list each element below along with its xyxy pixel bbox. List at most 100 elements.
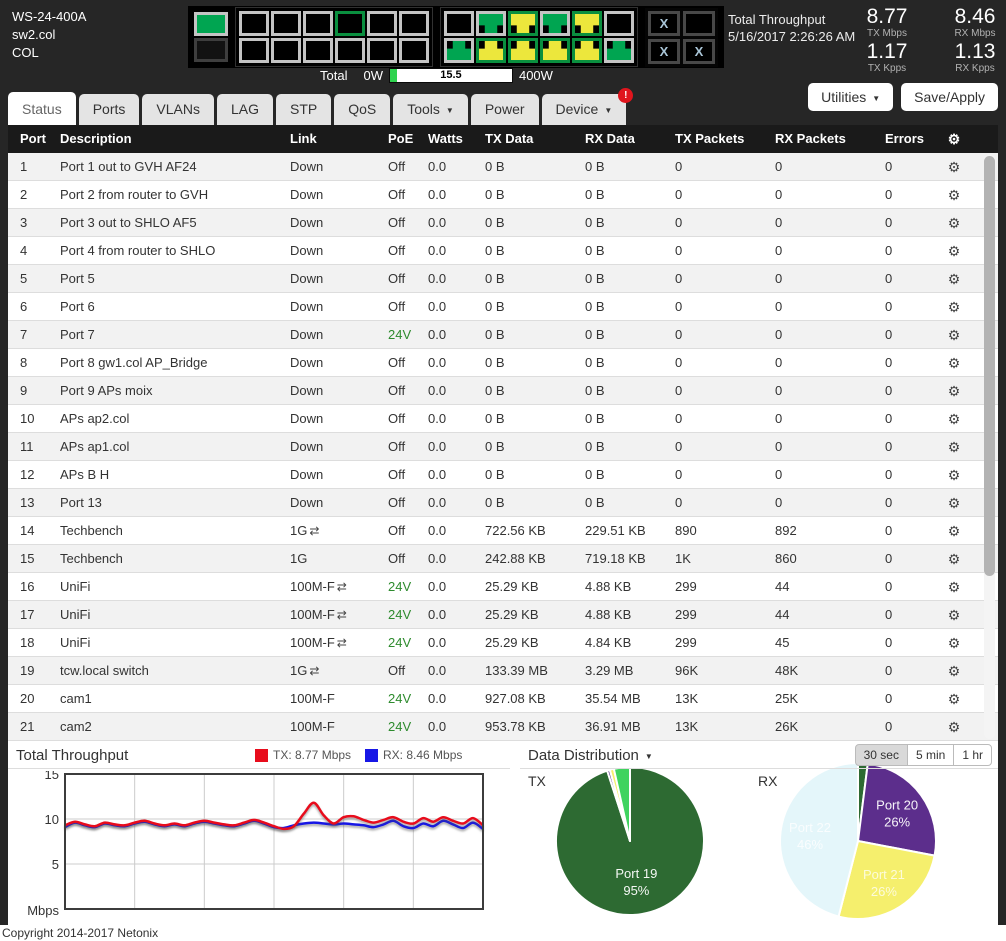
- port-settings-gear-icon[interactable]: ⚙: [947, 663, 961, 679]
- port-settings-gear-icon[interactable]: ⚙: [947, 495, 961, 511]
- legend-rx[interactable]: RX: 8.46 Mbps: [365, 748, 462, 762]
- traffic-flow-icon: [335, 607, 347, 622]
- port-10-link-indicator: [370, 41, 394, 60]
- port-settings-gear-icon[interactable]: ⚙: [947, 187, 961, 203]
- cell-description: Port 3 out to SHLO AF5: [60, 215, 197, 230]
- port-settings-gear-icon[interactable]: ⚙: [947, 355, 961, 371]
- cell-link: 1G: [290, 657, 388, 685]
- cell-link: 100M-F: [290, 573, 388, 601]
- cell-tx-data: 0 B: [485, 243, 505, 258]
- cell-link: Down: [290, 187, 324, 202]
- port-settings-gear-icon[interactable]: ⚙: [947, 551, 961, 567]
- cell-tx-packets: 0: [675, 271, 683, 286]
- port-settings-gear-icon[interactable]: ⚙: [947, 271, 961, 287]
- cell-port: 10: [20, 411, 35, 426]
- cell-watts: 0.0: [428, 355, 447, 370]
- port-settings-gear-icon[interactable]: ⚙: [947, 299, 961, 315]
- data-distribution-dropdown[interactable]: Data Distribution: [528, 747, 653, 764]
- tab-ports[interactable]: Ports: [78, 94, 140, 125]
- cell-poe: Off: [388, 271, 406, 286]
- throughput-stat: 1.13 RX Kpps: [931, 40, 1006, 75]
- status-led-block: [194, 12, 228, 62]
- cell-rx-packets: 26K: [775, 719, 799, 734]
- cell-tx-packets: 13K: [675, 691, 699, 706]
- port-settings-gear-icon[interactable]: ⚙: [947, 411, 961, 427]
- port-settings-gear-icon[interactable]: ⚙: [947, 327, 961, 343]
- port-settings-gear-icon[interactable]: ⚙: [947, 439, 961, 455]
- throughput-stats: 8.77 TX Mbps 8.46 RX Mbps 1.17 TX Kpps 1.13 RX …: [843, 5, 1006, 75]
- throughput-stat: 8.46 RX Mbps: [931, 5, 1006, 40]
- cell-tx-packets: 0: [675, 159, 683, 174]
- port-settings-gear-icon[interactable]: ⚙: [947, 159, 961, 175]
- tab-stp[interactable]: STP: [275, 94, 332, 125]
- stat-value: 1.13: [954, 40, 996, 63]
- page-footer: Copyright 2014-2017 Netonix: [0, 925, 1006, 941]
- cell-watts: 0.0: [428, 551, 447, 566]
- cell-errors: 0: [885, 635, 893, 650]
- utilities-button[interactable]: Utilities: [808, 83, 894, 111]
- table-row-port-15: 15 Techbench 1G Off 0.0 242.88 KB 719.18 KB 1K 8…: [8, 545, 998, 573]
- time-range-1-hr[interactable]: 1 hr: [953, 744, 992, 766]
- tab-device[interactable]: Device!: [541, 88, 634, 125]
- rx-pie-slice-port-22[interactable]: [779, 762, 859, 918]
- cell-tx-packets: 299: [675, 607, 697, 622]
- port-settings-gear-icon[interactable]: ⚙: [947, 719, 961, 735]
- cell-poe: Off: [388, 187, 406, 202]
- cell-watts: 0.0: [428, 635, 447, 650]
- port-settings-gear-icon[interactable]: ⚙: [947, 383, 961, 399]
- port-settings-gear-icon[interactable]: ⚙: [947, 607, 961, 623]
- device-hostname: sw2.col: [12, 27, 56, 42]
- port-settings-gear-icon[interactable]: ⚙: [947, 215, 961, 231]
- table-scrollbar-thumb[interactable]: [984, 156, 995, 576]
- cell-tx-data: 242.88 KB: [485, 551, 546, 566]
- table-scrollbar[interactable]: [984, 154, 995, 739]
- legend-tx[interactable]: TX: 8.77 Mbps: [255, 748, 351, 762]
- cell-tx-data: 0 B: [485, 327, 505, 342]
- tab-lag[interactable]: LAG: [216, 94, 273, 125]
- tab-power[interactable]: Power: [470, 94, 539, 125]
- port-settings-gear-icon[interactable]: ⚙: [947, 635, 961, 651]
- rx-pie-slice-port-20[interactable]: [857, 762, 937, 857]
- save-apply-button[interactable]: Save/Apply: [901, 83, 998, 111]
- cell-poe: 24V: [388, 635, 412, 650]
- cell-watts: 0.0: [428, 327, 447, 342]
- port-settings-gear-icon[interactable]: ⚙: [947, 691, 961, 707]
- cell-rx-packets: 48K: [775, 663, 799, 678]
- cell-link: Down: [290, 411, 324, 426]
- time-range-30-sec[interactable]: 30 sec: [854, 744, 908, 766]
- sfp-port-4-disabled: X: [683, 38, 715, 64]
- tab-status[interactable]: Status: [8, 92, 76, 125]
- cell-rx-packets: 0: [775, 467, 783, 482]
- rx-pie-slice-port-21[interactable]: [837, 840, 936, 920]
- port-settings-gear-icon[interactable]: ⚙: [947, 523, 961, 539]
- header-description: Description: [60, 131, 132, 146]
- cell-description: Techbench: [60, 551, 123, 566]
- traffic-flow-icon: [307, 523, 319, 538]
- time-range-5-min[interactable]: 5 min: [906, 744, 955, 766]
- tab-tools[interactable]: Tools: [393, 94, 468, 125]
- port-settings-gear-icon[interactable]: ⚙: [947, 243, 961, 259]
- cell-port: 2: [20, 187, 28, 202]
- cell-tx-data: 25.29 KB: [485, 607, 539, 622]
- cell-port: 13: [20, 495, 35, 510]
- cell-port: 12: [20, 467, 35, 482]
- power-total-label: Total: [320, 68, 348, 83]
- port-settings-gear-icon[interactable]: ⚙: [947, 467, 961, 483]
- y-axis-tick: 15: [45, 771, 59, 782]
- port-14-link-indicator: [447, 41, 471, 60]
- header-watts: Watts: [428, 131, 463, 146]
- cell-watts: 0.0: [428, 383, 447, 398]
- tab-vlans[interactable]: VLANs: [142, 94, 214, 125]
- port-24: [604, 38, 634, 63]
- throughput-line-chart: 5 10 15 Mbps: [27, 771, 484, 918]
- cell-rx-packets: 0: [775, 495, 783, 510]
- cell-errors: 0: [885, 215, 893, 230]
- port-settings-gear-icon[interactable]: ⚙: [947, 579, 961, 595]
- cell-rx-packets: 0: [775, 215, 783, 230]
- column-settings-gear-icon[interactable]: ⚙: [947, 131, 961, 147]
- sfp-port-2: [683, 10, 715, 36]
- tab-qos[interactable]: QoS: [334, 94, 391, 125]
